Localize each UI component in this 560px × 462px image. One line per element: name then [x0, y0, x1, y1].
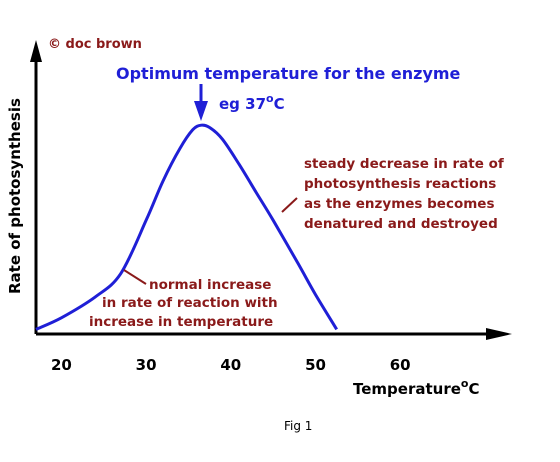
x-axis-arrowhead — [486, 328, 512, 340]
x-axis-label: TemperatureoC — [353, 377, 479, 398]
credit-text: © doc brown — [48, 37, 142, 52]
increase-annotation-line-3: increase in temperature — [89, 314, 273, 330]
decrease-annotation: steady decrease in rate of photosynthesi… — [281, 156, 504, 232]
decrease-annotation-line-4: denatured and destroyed — [304, 216, 498, 232]
decrease-annotation-line-2: photosynthesis reactions — [304, 176, 496, 192]
increase-leader-line — [123, 269, 147, 285]
figure-caption: Fig 1 — [284, 419, 312, 433]
increase-annotation-line-2: in rate of reaction with — [102, 295, 278, 311]
decrease-annotation-line-3: as the enzymes becomes — [304, 196, 495, 212]
x-tick-label-50: 50 — [305, 356, 326, 374]
peak-arrow-head — [194, 101, 208, 121]
y-axis-label: Rate of photosynthesis — [6, 98, 24, 294]
y-axis-arrowhead — [30, 40, 42, 62]
x-tick-label-20: 20 — [51, 356, 72, 374]
x-tick-labels: 20 30 40 50 60 — [51, 356, 411, 374]
decrease-annotation-line-1: steady decrease in rate of — [304, 156, 504, 172]
chart-title: Optimum temperature for the enzyme — [116, 64, 461, 83]
x-tick-label-60: 60 — [390, 356, 411, 374]
rate-curve-series — [35, 123, 338, 331]
x-tick-label-40: 40 — [220, 356, 241, 374]
peak-label: eg 37oC — [219, 92, 285, 113]
decrease-leader-line — [281, 197, 298, 213]
increase-annotation: normal increase in rate of reaction with… — [89, 269, 278, 330]
x-tick-label-30: 30 — [136, 356, 157, 374]
increase-annotation-line-1: normal increase — [149, 277, 271, 293]
